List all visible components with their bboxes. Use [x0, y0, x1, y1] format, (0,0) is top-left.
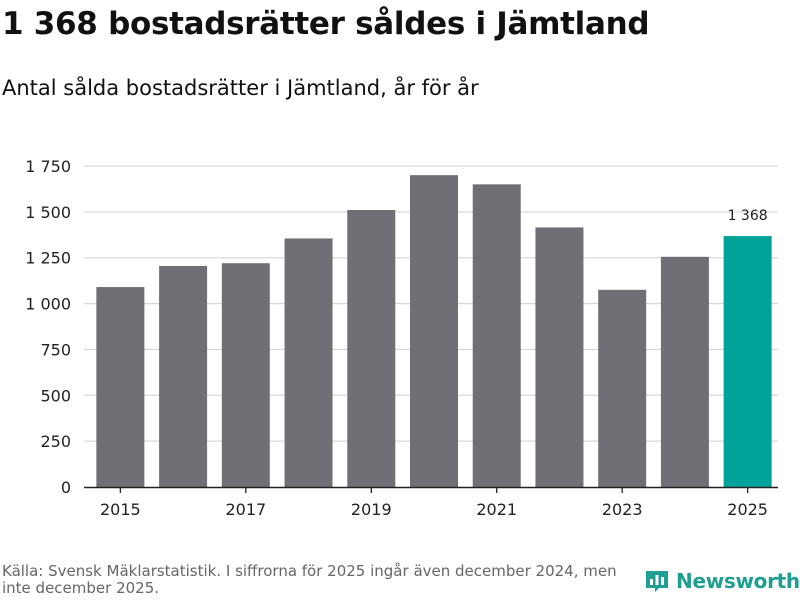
bar-2016	[159, 265, 208, 487]
chart-subtitle: Antal sålda bostadsrätter i Jämtland, år…	[2, 76, 479, 100]
x-axis-ticks: 2015 2017 2019 2021 2023 2025	[100, 487, 768, 519]
x-tick-label: 2019	[351, 500, 392, 519]
y-tick-label: 1 000	[25, 295, 71, 314]
source-note: Källa: Svensk Mäklarstatistik. I siffror…	[2, 562, 617, 597]
data-label: 1 368	[728, 208, 768, 224]
x-tick-label: 2015	[100, 500, 141, 519]
data-labels: 1 368	[728, 208, 768, 224]
bar-2017	[221, 263, 270, 487]
x-tick-label: 2017	[225, 500, 266, 519]
newsworthy-chart-icon	[646, 571, 668, 592]
y-axis-ticks: 0 250 500 750 1 000 1 250 1 500 1 750	[25, 157, 71, 497]
bar-2023	[598, 289, 647, 487]
bar-2020	[410, 175, 458, 487]
bars	[96, 175, 772, 487]
x-tick-label: 2021	[476, 500, 517, 519]
y-tick-label: 500	[40, 386, 71, 405]
bar-2019	[347, 210, 396, 487]
bar-2015	[96, 287, 145, 487]
bar-2025	[723, 236, 772, 487]
bar-2018	[284, 238, 333, 487]
bar-2021	[472, 184, 521, 487]
x-tick-label: 2023	[602, 500, 643, 519]
y-tick-label: 1 750	[25, 157, 71, 176]
logo-text: Newsworthy	[676, 569, 800, 593]
y-tick-label: 250	[40, 432, 71, 451]
y-tick-label: 750	[40, 340, 71, 359]
chart-title: 1 368 bostadsrätter såldes i Jämtland	[2, 6, 650, 42]
x-tick-label: 2025	[727, 500, 768, 519]
y-tick-label: 1 500	[25, 203, 71, 222]
bar-2022	[535, 227, 584, 487]
newsworthy-logo: Newsworthy	[644, 568, 800, 594]
bar-2024	[660, 256, 709, 487]
y-tick-label: 1 250	[25, 249, 71, 268]
y-tick-label: 0	[61, 478, 71, 497]
